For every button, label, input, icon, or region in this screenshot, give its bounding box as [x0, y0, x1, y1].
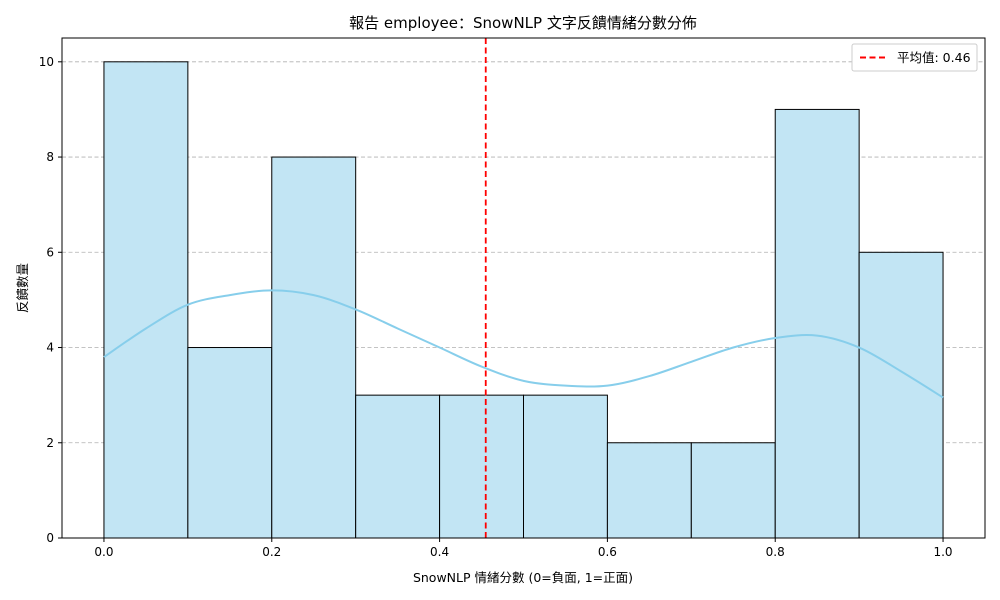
kde-curve-layer — [103, 289, 944, 399]
chart-title: 報告 employee：SnowNLP 文字反饋情緒分數分佈 — [349, 14, 697, 32]
x-axis-label: SnowNLP 情緒分數 (0=負面, 1=正面) — [413, 570, 633, 585]
histogram-bar-0 — [103, 61, 189, 539]
histogram-bar-4 — [439, 394, 524, 539]
x-tick-label-2: 0.4 — [430, 545, 449, 559]
y-tick-label-0: 0 — [46, 531, 54, 545]
histogram-bar-7 — [690, 442, 776, 539]
y-tick-label-4: 8 — [46, 150, 54, 164]
histogram-bar-1 — [187, 347, 273, 539]
y-tick-label-3: 6 — [46, 245, 54, 259]
histogram-bar-8 — [774, 108, 860, 539]
histogram-bar-9 — [858, 251, 944, 539]
legend: 平均值: 0.46 — [851, 43, 978, 72]
y-tick-label-2: 4 — [46, 341, 54, 355]
legend-box — [851, 43, 978, 72]
histogram-bar-5 — [523, 394, 608, 539]
histogram-bar-6 — [606, 442, 692, 539]
x-tick-label-0: 0.0 — [94, 545, 113, 559]
y-tick-label-5: 10 — [39, 55, 54, 69]
y-axis-ticks: 0 2 4 6 8 10 — [39, 55, 62, 545]
x-tick-label-3: 0.6 — [598, 545, 617, 559]
x-tick-label-4: 0.8 — [766, 545, 785, 559]
legend-mean-label: 平均值: 0.46 — [897, 50, 971, 65]
y-tick-label-1: 2 — [46, 436, 54, 450]
histogram-bar-3 — [355, 394, 441, 539]
histogram-bars — [103, 61, 944, 539]
kde-curve — [103, 289, 944, 399]
x-tick-label-1: 0.2 — [262, 545, 281, 559]
histogram-bar-2 — [271, 156, 357, 539]
x-tick-label-5: 1.0 — [933, 545, 952, 559]
y-axis-label: 反饋數量 — [15, 263, 30, 313]
plot-frame — [61, 37, 986, 539]
x-axis-ticks: 0.0 0.2 0.4 0.6 0.8 1.0 — [94, 538, 953, 559]
